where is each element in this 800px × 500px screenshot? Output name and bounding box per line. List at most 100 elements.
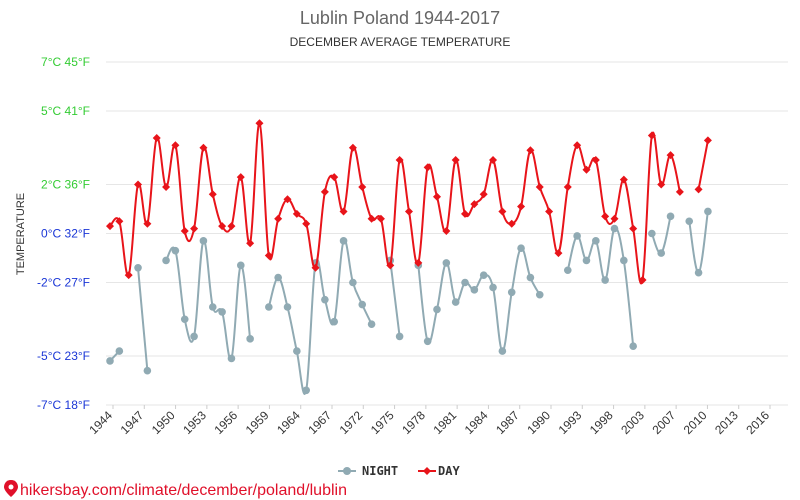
night-point[interactable] (190, 332, 198, 341)
night-point[interactable] (115, 347, 124, 355)
day-point[interactable] (507, 219, 516, 228)
day-point[interactable] (461, 209, 470, 218)
day-point[interactable] (535, 182, 544, 191)
day-point[interactable] (330, 173, 339, 182)
day-point[interactable] (348, 143, 357, 152)
night-point[interactable] (470, 286, 479, 294)
day-point[interactable] (666, 151, 675, 160)
day-point[interactable] (283, 195, 292, 204)
night-point[interactable] (451, 298, 460, 306)
day-point[interactable] (554, 249, 563, 258)
day-point[interactable] (404, 207, 413, 216)
night-point[interactable] (479, 271, 488, 279)
day-point[interactable] (563, 182, 572, 191)
day-point[interactable] (479, 190, 488, 199)
day-point[interactable] (292, 209, 301, 218)
night-point[interactable] (685, 217, 694, 226)
day-point[interactable] (619, 175, 628, 184)
night-point[interactable] (601, 276, 609, 284)
day-point[interactable] (601, 212, 610, 221)
night-point[interactable] (526, 273, 535, 282)
day-point[interactable] (124, 271, 133, 280)
legend-item-day[interactable]: DAY (418, 464, 460, 478)
night-point[interactable] (498, 347, 507, 355)
night-point[interactable] (246, 335, 254, 343)
night-point[interactable] (517, 244, 525, 252)
day-point[interactable] (582, 165, 591, 174)
night-point[interactable] (666, 212, 675, 221)
day-point[interactable] (442, 227, 451, 236)
night-point[interactable] (180, 315, 189, 324)
night-point[interactable] (461, 278, 469, 287)
day-point[interactable] (246, 239, 255, 248)
night-point[interactable] (535, 290, 544, 299)
night-point[interactable] (274, 273, 282, 282)
day-point[interactable] (274, 214, 283, 223)
day-point[interactable] (236, 173, 245, 182)
day-point[interactable] (152, 133, 161, 142)
day-point[interactable] (573, 141, 582, 150)
night-point[interactable] (358, 300, 367, 309)
day-point[interactable] (190, 224, 199, 233)
night-point[interactable] (704, 207, 712, 216)
night-point[interactable] (199, 237, 208, 245)
day-point[interactable] (526, 146, 535, 155)
day-point[interactable] (302, 219, 311, 228)
night-point[interactable] (171, 246, 180, 255)
night-point[interactable] (349, 278, 357, 287)
day-point[interactable] (395, 156, 404, 164)
day-point[interactable] (517, 202, 526, 211)
day-point[interactable] (208, 190, 217, 199)
day-point[interactable] (498, 207, 507, 216)
night-point[interactable] (293, 347, 301, 355)
day-point[interactable] (610, 214, 619, 223)
day-point[interactable] (591, 156, 600, 164)
legend-item-night[interactable]: NIGHT (338, 464, 398, 478)
night-point[interactable] (236, 261, 245, 270)
day-point[interactable] (134, 180, 143, 189)
day-point[interactable] (199, 143, 208, 152)
night-point[interactable] (507, 288, 516, 297)
night-point[interactable] (423, 337, 432, 346)
night-point[interactable] (367, 320, 376, 328)
day-point[interactable] (647, 131, 656, 140)
day-point[interactable] (489, 156, 498, 164)
day-point[interactable] (657, 180, 666, 189)
night-point[interactable] (563, 266, 572, 275)
night-point[interactable] (208, 303, 217, 311)
night-point[interactable] (442, 259, 451, 267)
night-point[interactable] (265, 303, 273, 311)
night-point[interactable] (694, 268, 703, 277)
night-point[interactable] (330, 317, 339, 326)
night-point[interactable] (227, 354, 236, 363)
day-point[interactable] (115, 217, 124, 226)
day-point[interactable] (470, 200, 479, 209)
night-point[interactable] (283, 303, 292, 311)
day-point[interactable] (264, 251, 273, 260)
day-point[interactable] (358, 182, 367, 191)
night-point[interactable] (106, 357, 114, 365)
day-point[interactable] (218, 222, 227, 231)
day-point[interactable] (451, 156, 460, 164)
day-point[interactable] (423, 163, 432, 172)
night-point[interactable] (162, 256, 170, 265)
day-point[interactable] (143, 219, 152, 228)
day-point[interactable] (180, 227, 189, 236)
night-point[interactable] (582, 256, 591, 265)
day-point[interactable] (545, 207, 554, 216)
night-point[interactable] (143, 366, 152, 375)
day-point[interactable] (367, 214, 376, 223)
night-point[interactable] (218, 308, 226, 316)
night-point[interactable] (339, 237, 348, 245)
day-point[interactable] (638, 276, 647, 285)
day-point[interactable] (703, 136, 712, 145)
day-point[interactable] (106, 222, 114, 231)
night-point[interactable] (134, 264, 142, 272)
day-point[interactable] (255, 119, 264, 128)
day-point[interactable] (414, 258, 423, 267)
day-point[interactable] (386, 261, 395, 270)
day-point[interactable] (171, 141, 180, 150)
night-point[interactable] (302, 386, 310, 395)
night-point[interactable] (573, 232, 581, 240)
day-point[interactable] (320, 187, 329, 196)
